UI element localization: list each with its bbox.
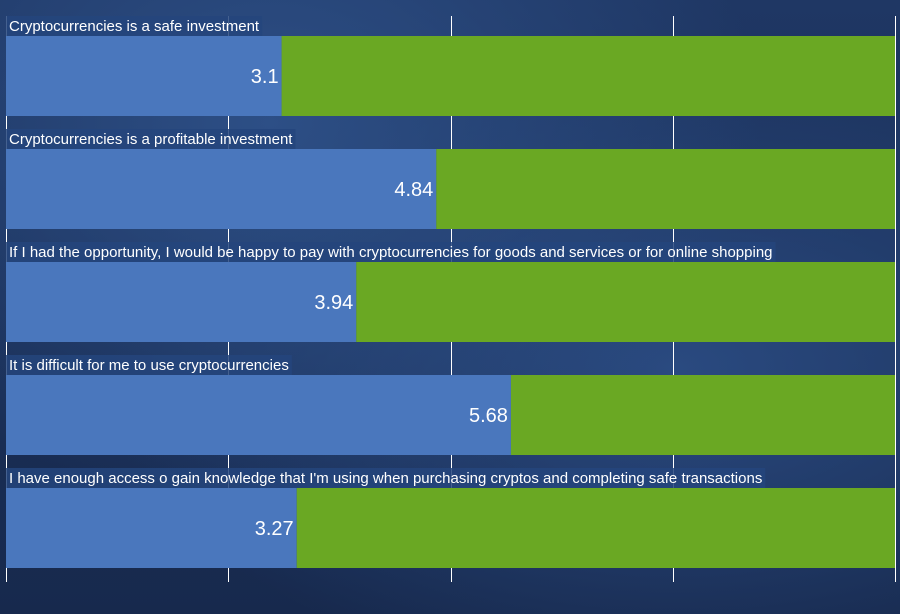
category-label-background [6, 355, 292, 375]
bar-row: I have enough access o gain knowledge th… [6, 468, 895, 568]
bar-row: If I had the opportunity, I would be hap… [6, 242, 895, 342]
bar-segment-remainder [510, 375, 895, 455]
value-label: 3.27 [255, 518, 294, 540]
bar-row: It is difficult for me to use cryptocurr… [6, 355, 895, 455]
category-label-background [6, 468, 766, 488]
bar-segment-value [6, 488, 297, 568]
value-label: 4.84 [394, 179, 433, 201]
category-label: If I had the opportunity, I would be hap… [9, 244, 773, 261]
category-label: It is difficult for me to use cryptocurr… [9, 357, 289, 374]
category-label-background [6, 242, 776, 262]
bar-segment-value [6, 262, 357, 342]
bar-row: Cryptocurrencies is a profitable investm… [6, 129, 895, 229]
bar-segment-remainder [296, 488, 895, 568]
bar-segment-value [6, 375, 511, 455]
bar-segment-value [6, 149, 437, 229]
value-label: 5.68 [469, 405, 508, 427]
value-label: 3.94 [314, 292, 353, 314]
category-label: Cryptocurrencies is a profitable investm… [9, 131, 293, 148]
category-label-background [6, 129, 296, 149]
bar-row: Cryptocurrencies is a safe investment 3.1 [6, 16, 896, 116]
bar-segment-remainder [356, 262, 895, 342]
value-label: 3.1 [251, 66, 279, 88]
bar-segment-value [6, 36, 282, 116]
category-label-background [6, 16, 263, 36]
bar-segment-remainder [436, 149, 895, 229]
bar-segment-remainder [281, 36, 896, 116]
category-label: I have enough access o gain knowledge th… [9, 470, 762, 487]
category-label: Cryptocurrencies is a safe investment [9, 18, 260, 35]
